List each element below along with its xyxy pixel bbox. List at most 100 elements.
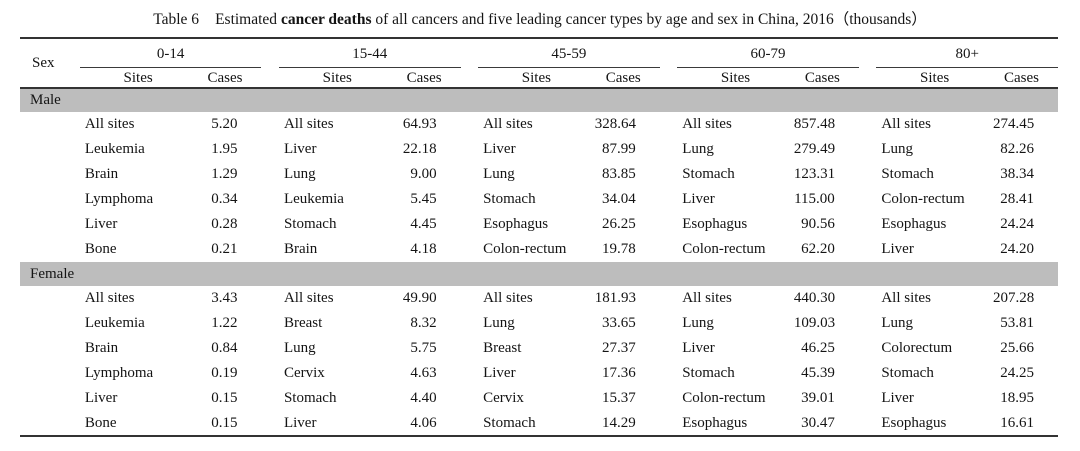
section-band-female: Female [20, 262, 1058, 286]
cases-cell: 25.66 [1000, 340, 1034, 356]
column-spacer [461, 137, 479, 162]
column-spacer [261, 67, 279, 89]
site-cell: Leukemia [283, 191, 344, 207]
cases-cell: 207.28 [992, 290, 1035, 306]
column-spacer [859, 311, 877, 336]
column-spacer [461, 112, 479, 137]
cases-cell: 0.28 [211, 216, 238, 232]
sites-header: Sites [876, 67, 993, 89]
cases-cell: 8.32 [410, 315, 437, 331]
cases-cell: 3.43 [211, 290, 238, 306]
cases-cell: 0.84 [211, 340, 238, 356]
site-cell: Esophagus [677, 411, 794, 437]
cases-cell: 38.34 [1000, 166, 1034, 182]
cases-cell: 1.22 [211, 315, 238, 331]
cases-cell: 64.93 [402, 116, 437, 132]
table-row: Brain 1.29 Lung 9.00 Lung 83.85 Stomach 123.31 S… [20, 162, 1058, 187]
cases-cell: 27.37 [601, 340, 636, 356]
table-row: Lymphoma 0.19 Cervix 4.63 Liver 17.36 Stomach 4… [20, 361, 1058, 386]
site-cell: Esophagus [682, 216, 748, 232]
sites-header: Sites [478, 67, 595, 89]
table-row: All sites 3.43 All sites 49.90 All sites 181.… [20, 286, 1058, 311]
age-group-header-row: Sex 0-14 15-44 45-59 60-79 80+ [20, 38, 1058, 89]
cases-cell: 0.19 [211, 365, 238, 381]
site-cell: Lung [881, 141, 914, 157]
column-spacer [461, 336, 479, 361]
age-group-header-45-59: 45-59 [478, 38, 660, 68]
column-spacer [660, 286, 678, 311]
cases-header: Cases [793, 67, 859, 89]
sites-header: Sites [278, 67, 396, 89]
site-cell: Liver [682, 191, 715, 207]
column-spacer [261, 311, 279, 336]
cases-cell: 279.49 [793, 141, 836, 157]
column-spacer [660, 112, 678, 137]
cases-cell: 440.30 [793, 290, 836, 306]
site-cell: Stomach [682, 365, 735, 381]
column-spacer [261, 386, 279, 411]
sex-spacer-cell [20, 411, 80, 437]
column-spacer [858, 411, 877, 437]
site-cell: Leukemia [84, 315, 145, 331]
cases-cell: 24.25 [1000, 365, 1034, 381]
column-spacer [261, 38, 279, 67]
column-spacer [660, 386, 678, 411]
site-cell: Stomach [478, 411, 595, 437]
cases-cell: 45.39 [801, 365, 835, 381]
site-cell: Liver [483, 365, 516, 381]
column-spacer [460, 411, 479, 437]
column-spacer [261, 336, 279, 361]
cases-cell: 90.56 [801, 216, 835, 232]
cases-cell: 34.04 [601, 191, 636, 207]
site-cell: Stomach [881, 365, 934, 381]
column-spacer [660, 137, 678, 162]
column-spacer [660, 311, 678, 336]
cases-cell: 4.40 [410, 390, 437, 406]
table-row: Leukemia 1.95 Liver 22.18 Liver 87.99 Lung 279.… [20, 137, 1058, 162]
cases-header: Cases [992, 67, 1058, 89]
column-spacer [461, 38, 479, 67]
site-cell: All sites [682, 290, 732, 306]
column-spacer [261, 361, 279, 386]
sites-header: Sites [677, 67, 794, 89]
site-cell: Liver [283, 141, 317, 157]
site-cell: Liver [881, 241, 914, 257]
cases-cell: 24.24 [1000, 216, 1034, 232]
site-cell: Stomach [283, 390, 337, 406]
column-spacer [659, 411, 678, 437]
age-group-header-60-79: 60-79 [677, 38, 859, 68]
sites-cases-header-row: Sites Cases Sites Cases Sites Cases Site… [20, 67, 1058, 89]
column-spacer [859, 112, 877, 137]
site-cell: Liver [84, 216, 118, 232]
section-band-row: Male [20, 88, 1058, 112]
column-spacer [859, 137, 877, 162]
column-spacer [461, 162, 479, 187]
section-band-row: Female [20, 262, 1058, 286]
column-spacer [660, 162, 678, 187]
cases-cell: 123.31 [793, 166, 836, 182]
site-cell: All sites [881, 116, 931, 132]
column-spacer [261, 212, 279, 237]
cases-cell: 5.20 [211, 116, 238, 132]
site-cell: Lung [283, 340, 316, 356]
site-cell: Lung [682, 141, 714, 157]
cases-cell: 19.78 [601, 241, 636, 257]
cases-cell: 4.63 [410, 365, 437, 381]
cases-cell: 0.15 [196, 411, 262, 437]
column-spacer [461, 237, 479, 262]
cases-cell: 328.64 [594, 116, 636, 132]
site-cell: Liver [278, 411, 396, 437]
cases-header: Cases [594, 67, 660, 89]
site-cell: Cervix [483, 390, 524, 406]
column-spacer [261, 137, 279, 162]
cases-cell: 16.61 [992, 411, 1058, 437]
column-spacer [660, 361, 678, 386]
cases-cell: 33.65 [601, 315, 636, 331]
site-cell: Cervix [283, 365, 325, 381]
site-cell: Colon-rectum [682, 241, 766, 257]
site-cell: Colon-rectum [682, 390, 766, 406]
cases-cell: 5.75 [410, 340, 437, 356]
site-cell: All sites [483, 290, 533, 306]
sex-spacer-cell [20, 112, 80, 137]
column-spacer [460, 67, 479, 89]
